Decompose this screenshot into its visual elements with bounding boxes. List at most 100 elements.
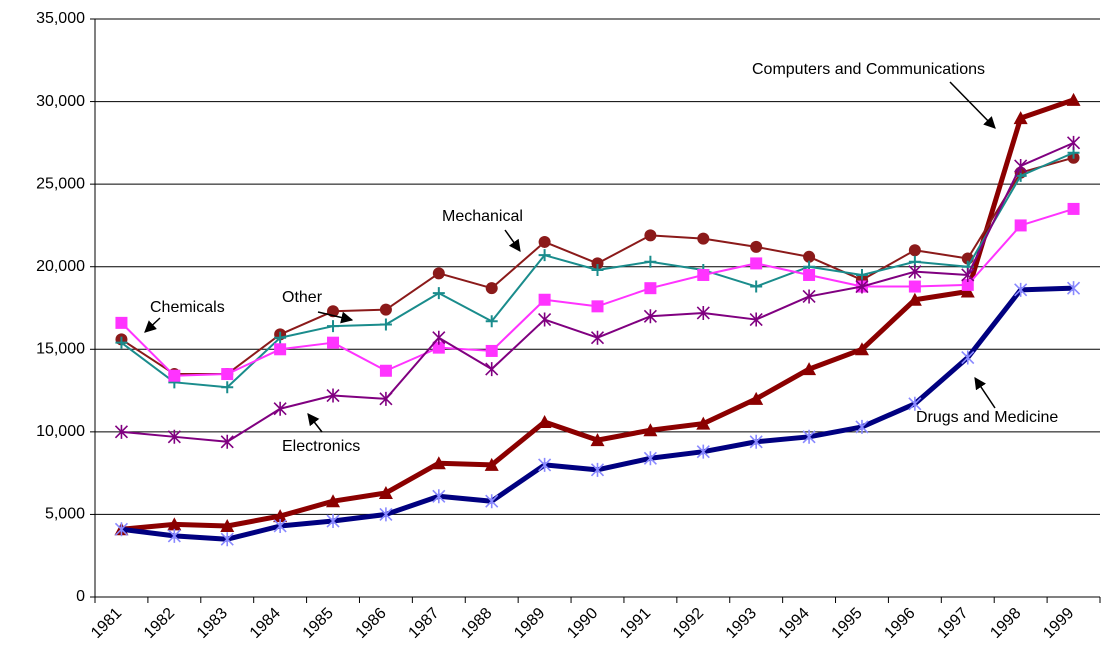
point xyxy=(220,532,234,547)
point xyxy=(697,232,710,245)
point xyxy=(167,517,182,531)
point xyxy=(908,264,922,279)
point xyxy=(432,267,445,280)
point xyxy=(485,315,498,328)
x-tick-label: 1983 xyxy=(194,605,231,642)
point xyxy=(432,341,445,354)
point xyxy=(1066,92,1081,106)
point xyxy=(591,257,604,270)
point xyxy=(908,280,921,293)
point xyxy=(327,336,340,349)
annotation: Other xyxy=(282,289,323,306)
point xyxy=(802,429,816,444)
point xyxy=(1066,135,1081,150)
point xyxy=(115,336,128,349)
x-tick-label: 1997 xyxy=(934,605,971,642)
point xyxy=(961,278,974,291)
point xyxy=(644,255,657,268)
x-tick-label: 1989 xyxy=(511,605,548,642)
point xyxy=(538,457,552,472)
point xyxy=(749,312,763,327)
point xyxy=(538,312,552,327)
point xyxy=(114,424,129,439)
x-tick-label: 1993 xyxy=(723,605,760,642)
point xyxy=(643,451,657,466)
point xyxy=(1066,281,1081,296)
point xyxy=(379,318,392,331)
point xyxy=(697,268,710,281)
point xyxy=(485,494,499,509)
y-tick-label: 35,000 xyxy=(36,10,85,27)
point xyxy=(485,282,498,295)
point xyxy=(379,303,392,316)
point xyxy=(379,507,393,522)
point xyxy=(855,419,869,434)
point xyxy=(167,429,181,444)
point xyxy=(273,518,287,533)
point xyxy=(274,331,287,344)
point xyxy=(220,518,235,532)
point xyxy=(908,244,921,257)
x-tick-label: 1995 xyxy=(829,605,866,642)
point xyxy=(274,343,287,356)
annotation: Mechanical xyxy=(442,208,523,225)
point xyxy=(485,362,499,377)
point xyxy=(538,293,551,306)
point xyxy=(908,396,922,411)
point xyxy=(696,416,711,430)
point xyxy=(432,287,445,300)
point xyxy=(750,257,763,270)
annotation-arrow xyxy=(504,229,521,252)
x-tick-label: 1987 xyxy=(405,605,442,642)
point xyxy=(749,434,763,449)
point xyxy=(644,282,657,295)
point xyxy=(115,316,128,329)
point xyxy=(221,381,234,394)
point xyxy=(643,423,658,437)
series xyxy=(114,281,1081,547)
y-tick-label: 10,000 xyxy=(36,423,85,440)
point xyxy=(590,330,605,345)
point xyxy=(379,364,392,377)
point xyxy=(855,279,869,294)
point xyxy=(327,320,340,333)
point xyxy=(432,330,446,345)
point xyxy=(749,391,764,405)
x-tick-label: 1992 xyxy=(670,605,707,642)
y-tick-label: 25,000 xyxy=(36,175,85,192)
point xyxy=(379,391,393,406)
point xyxy=(803,268,816,281)
point xyxy=(750,280,763,293)
x-tick-label: 1985 xyxy=(300,605,337,642)
point xyxy=(643,309,657,324)
series-line xyxy=(120,207,1074,377)
point xyxy=(273,401,287,416)
annotation: Drugs and Medicine xyxy=(916,409,1058,426)
x-tick-label: 1986 xyxy=(353,605,390,642)
point xyxy=(326,514,340,529)
y-tick-label: 30,000 xyxy=(36,93,85,110)
point xyxy=(696,444,710,459)
point xyxy=(326,494,341,508)
annotation-arrow xyxy=(144,317,161,333)
point xyxy=(961,350,975,365)
point xyxy=(802,362,817,376)
point xyxy=(167,528,181,543)
point xyxy=(907,292,922,306)
point xyxy=(1013,111,1028,125)
point xyxy=(1067,202,1080,215)
point xyxy=(803,250,816,263)
point xyxy=(378,485,393,499)
y-tick-label: 20,000 xyxy=(36,258,85,275)
point xyxy=(326,388,340,403)
point xyxy=(854,342,869,356)
point xyxy=(961,267,975,282)
annotation-arrow xyxy=(307,413,323,433)
point xyxy=(591,264,604,277)
point xyxy=(431,456,446,470)
y-tick-label: 15,000 xyxy=(36,341,85,358)
annotation-arrow xyxy=(974,377,996,409)
point xyxy=(220,434,234,449)
x-tick-label: 1981 xyxy=(88,605,125,642)
